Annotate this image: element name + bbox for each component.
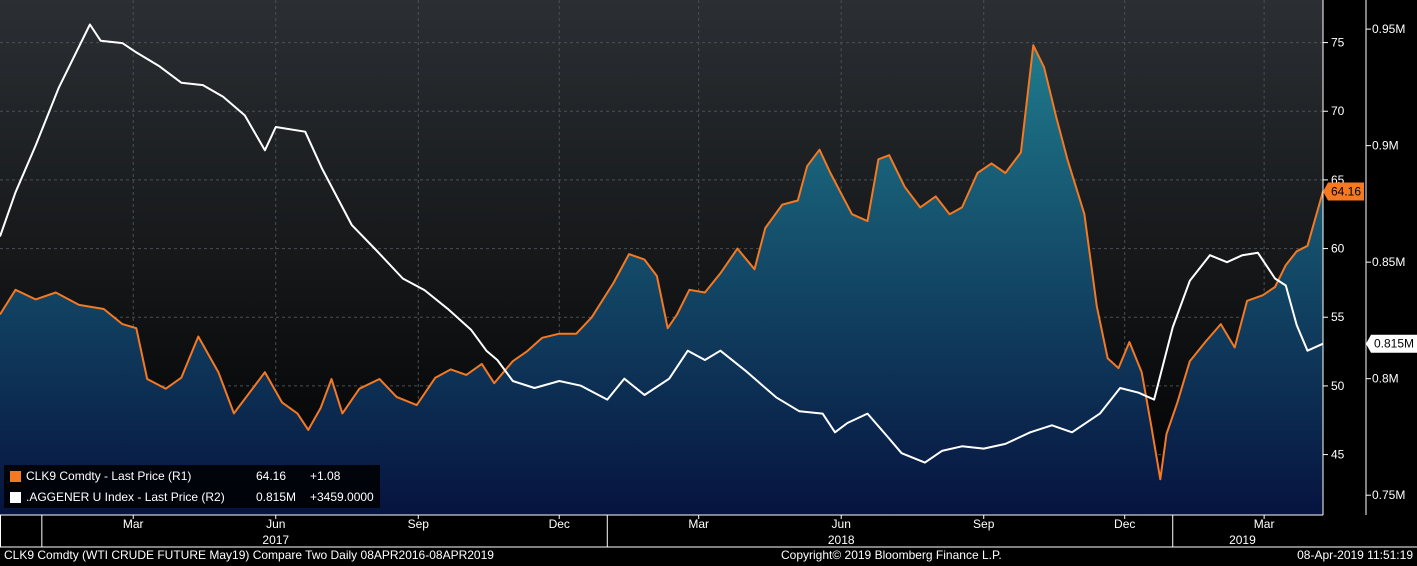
legend-swatch-white [10, 492, 21, 503]
year-label-2019: 2019 [1229, 533, 1256, 547]
crude-area-fill [0, 45, 1323, 516]
index-price-line [0, 23, 1324, 464]
legend-row-crude: CLK9 Comdty - Last Price (R1) 64.16 +1.0… [4, 467, 380, 486]
legend: CLK9 Comdty - Last Price (R1) 64.16 +1.0… [4, 465, 380, 508]
legend-series1-change: +1.08 [310, 469, 341, 483]
crude-area [0, 45, 1323, 516]
legend-series1-value: 64.16 [256, 469, 287, 483]
r1-tick-label-70: 70 [1331, 104, 1345, 118]
footer-copyright: Copyright© 2019 Bloomberg Finance L.P. [781, 548, 1002, 562]
r2-tick-label-0.95M: 0.95M [1372, 22, 1405, 36]
r2-tick-label-0.75M: 0.75M [1372, 488, 1405, 502]
r2-tick-label-0.9M: 0.9M [1372, 139, 1399, 153]
r1-tick-label-60: 60 [1331, 242, 1345, 256]
axes: 455055606570750.75M0.8M0.85M0.9M0.95MMar… [0, 0, 1417, 548]
year-label-2017: 2017 [262, 533, 289, 547]
r1-tick-label-50: 50 [1331, 379, 1345, 393]
x-tick-label-0: Mar [123, 517, 144, 531]
x-tick-label-7: Dec [1114, 517, 1135, 531]
r1-tick-label-45: 45 [1331, 448, 1345, 462]
crude-last-value-label-box [1323, 182, 1364, 201]
year-label-2018: 2018 [828, 533, 855, 547]
index-last-value-label-box [1366, 334, 1417, 353]
crude-price-line [0, 44, 1324, 481]
index-last-value-label: 0.815M [1366, 334, 1417, 353]
r2-tick-label-0.8M: 0.8M [1372, 372, 1399, 386]
footer-timestamp: 08-Apr-2019 11:51:19 [1297, 548, 1413, 562]
legend-series2-change: +3459.0000 [310, 490, 374, 504]
legend-series2-label: .AGGENER U Index - Last Price (R2) [26, 490, 225, 504]
r1-tick-label-75: 75 [1331, 36, 1345, 50]
x-tick-label-4: Mar [688, 517, 709, 531]
legend-swatch-orange [10, 471, 21, 482]
series-lines [0, 23, 1324, 481]
legend-series2-value: 0.815M [256, 490, 297, 504]
legend-row-index: .AGGENER U Index - Last Price (R2) 0.815… [4, 488, 380, 507]
crude-last-value-label: 64.16 [1323, 182, 1364, 201]
x-tick-label-8: Mar [1254, 517, 1275, 531]
x-tick-label-6: Sep [973, 517, 995, 531]
x-tick-label-3: Dec [549, 517, 570, 531]
footer-security-info: CLK9 Comdty (WTI CRUDE FUTURE May19) Com… [4, 548, 494, 562]
x-tick-label-5: Jun [832, 517, 851, 531]
x-tick-label-1: Jun [266, 517, 285, 531]
r2-tick-label-0.85M: 0.85M [1372, 255, 1405, 269]
legend-series1-label: CLK9 Comdty - Last Price (R1) [26, 469, 192, 483]
last-value-labels: 64.16 0.815M [1323, 182, 1417, 353]
r1-tick-label-55: 55 [1331, 310, 1345, 324]
x-tick-label-2: Sep [408, 517, 430, 531]
crude-last-value-label-text: 64.16 [1331, 184, 1361, 198]
index-last-value-label-text: 0.815M [1374, 337, 1414, 351]
